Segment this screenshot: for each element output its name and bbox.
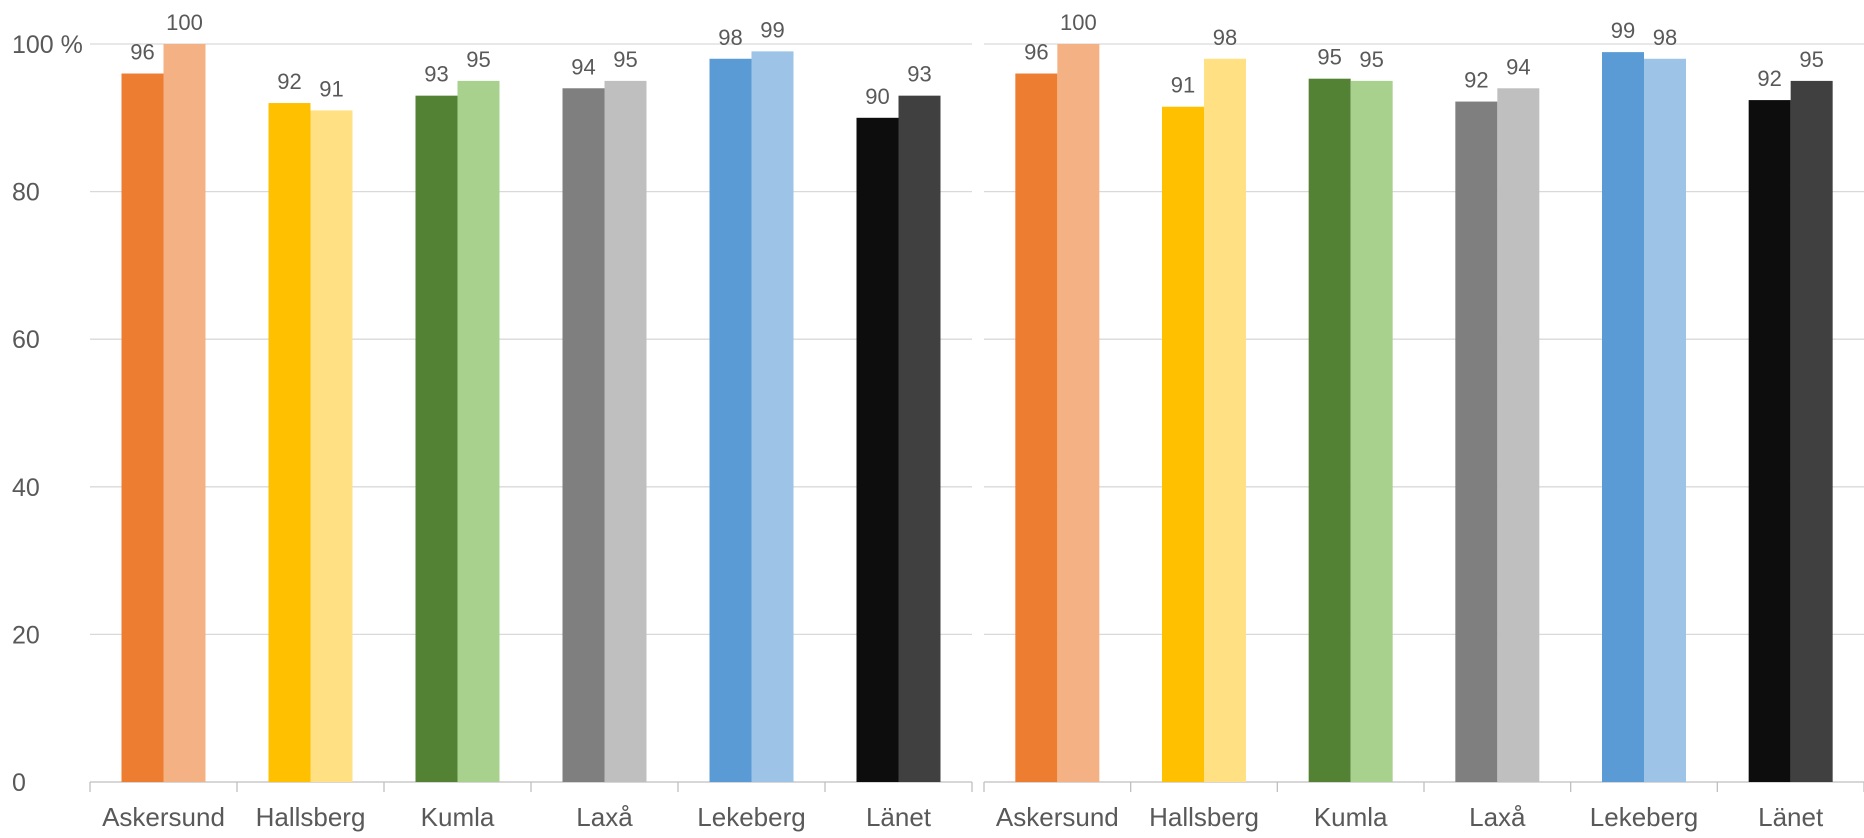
chart-panel-1: 0 20 40 60 80 100 % 96 100 Askersund 92 91 Hallsber… xyxy=(12,10,973,832)
category-label-hallsberg: Hallsberg xyxy=(256,802,366,832)
data-label-lekeberg-series-2: 98 xyxy=(1653,25,1677,50)
bar-hallsberg-series-2 xyxy=(310,110,353,783)
y-tick-label: 40 xyxy=(12,474,40,502)
category-label-kumla: Kumla xyxy=(421,802,495,832)
category-label-laxa: Laxå xyxy=(576,802,633,832)
category-label-kumla: Kumla xyxy=(1314,802,1388,832)
data-label-askersund-series-2: 100 xyxy=(1060,10,1097,35)
data-label-laxa-series-2: 94 xyxy=(1506,54,1530,79)
category-label-lanet: Länet xyxy=(1758,802,1824,832)
data-label-kumla-series-2: 95 xyxy=(1359,47,1383,72)
data-label-kumla-series-1: 93 xyxy=(424,62,448,87)
data-label-lekeberg-series-1: 99 xyxy=(1611,18,1635,43)
bar-kumla-series-2 xyxy=(457,80,500,782)
category-label-askersund: Askersund xyxy=(996,802,1119,832)
chart-panel-2: 96 100 Askersund 91 98 Hallsberg 95 95 Kumla 92 94… xyxy=(983,10,1864,832)
data-label-kumla-series-2: 95 xyxy=(466,47,490,72)
bar-lanet-series-2 xyxy=(1790,80,1833,782)
bar-askersund-series-1 xyxy=(1015,73,1058,782)
bar-kumla-series-1 xyxy=(415,95,458,782)
bar-laxa-series-1 xyxy=(1455,101,1498,782)
data-label-laxa-series-1: 94 xyxy=(571,54,595,79)
bar-hallsberg-series-2 xyxy=(1204,58,1246,782)
bar-lanet-series-1 xyxy=(1748,100,1791,782)
category-label-lekeberg: Lekeberg xyxy=(697,802,805,832)
category-label-hallsberg: Hallsberg xyxy=(1149,802,1259,832)
data-label-hallsberg-series-1: 92 xyxy=(277,69,301,94)
bar-kumla-series-2 xyxy=(1350,80,1393,782)
data-label-lekeberg-series-2: 99 xyxy=(760,17,784,42)
bar-lanet-series-2 xyxy=(898,95,941,782)
data-label-hallsberg-series-1: 91 xyxy=(1171,73,1195,98)
data-label-lekeberg-series-1: 98 xyxy=(718,25,742,50)
bar-askersund-series-2 xyxy=(1057,44,1100,782)
bar-askersund-series-2 xyxy=(163,44,206,782)
bar-kumla-series-1 xyxy=(1308,78,1351,783)
category-label-lanet: Länet xyxy=(866,802,932,832)
category-label-laxa: Laxå xyxy=(1469,802,1526,832)
data-label-askersund-series-2: 100 xyxy=(166,10,203,35)
y-tick-label: 20 xyxy=(12,621,40,649)
data-label-laxa-series-2: 95 xyxy=(613,47,637,72)
y-tick-label: 0 xyxy=(12,769,26,797)
y-tick-label: 100 % xyxy=(12,31,83,59)
data-label-kumla-series-1: 95 xyxy=(1317,45,1341,70)
data-label-lanet-series-1: 90 xyxy=(865,84,889,109)
category-label-lekeberg: Lekeberg xyxy=(1590,802,1698,832)
data-label-lanet-series-2: 93 xyxy=(907,62,931,87)
bar-laxa-series-2 xyxy=(604,80,647,782)
bar-lekeberg-series-1 xyxy=(709,58,752,782)
bar-hallsberg-series-1 xyxy=(268,103,311,783)
bar-laxa-series-1 xyxy=(562,88,605,782)
data-label-hallsberg-series-2: 91 xyxy=(319,76,343,101)
bar-lekeberg-series-2 xyxy=(751,51,794,782)
bar-laxa-series-2 xyxy=(1497,88,1540,782)
y-tick-label: 60 xyxy=(12,326,40,354)
category-label-askersund: Askersund xyxy=(102,802,225,832)
y-tick-label: 80 xyxy=(12,179,40,207)
data-label-hallsberg-series-2: 98 xyxy=(1213,25,1237,50)
data-label-lanet-series-1: 92 xyxy=(1757,66,1781,91)
bar-lekeberg-series-1 xyxy=(1602,52,1644,783)
bar-askersund-series-1 xyxy=(121,73,164,782)
bar-lekeberg-series-2 xyxy=(1644,58,1686,782)
bar-lanet-series-1 xyxy=(856,117,899,783)
data-label-askersund-series-1: 96 xyxy=(1024,40,1048,65)
data-label-askersund-series-1: 96 xyxy=(130,40,154,65)
data-label-lanet-series-2: 95 xyxy=(1799,47,1823,72)
bar-hallsberg-series-1 xyxy=(1162,106,1204,783)
data-label-laxa-series-1: 92 xyxy=(1464,68,1488,93)
